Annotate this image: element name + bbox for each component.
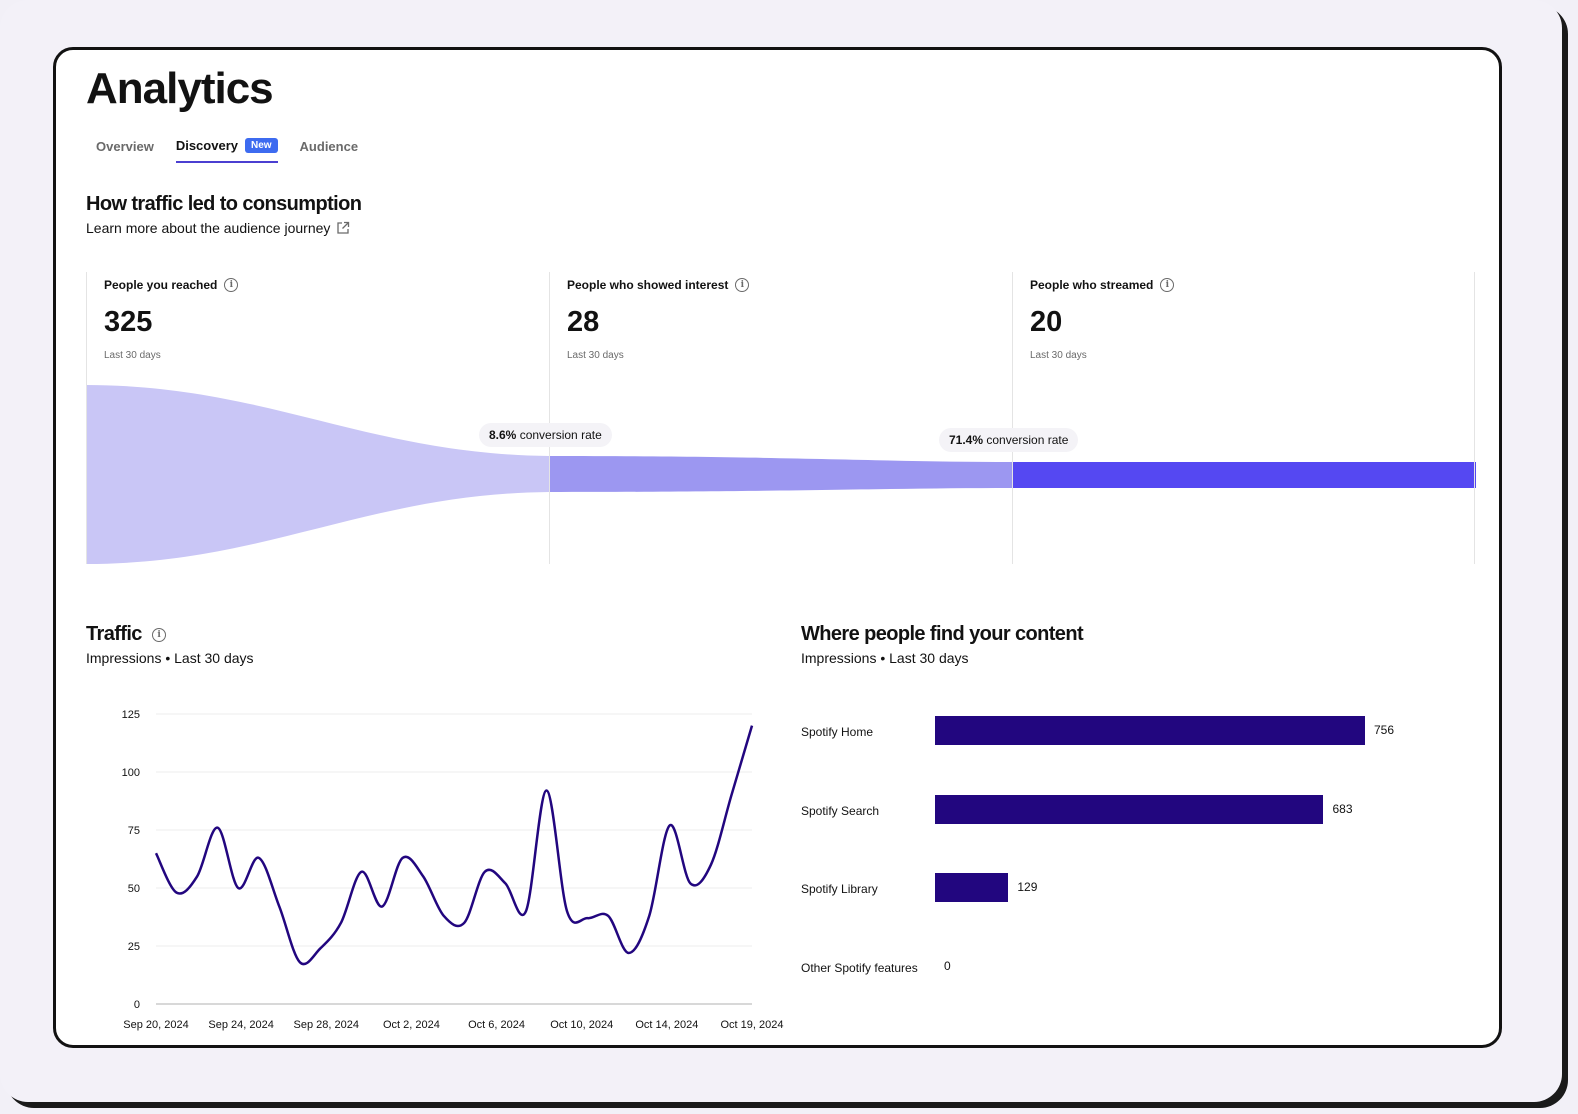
source-bar[interactable] bbox=[935, 716, 1365, 745]
x-tick-label: Sep 24, 2024 bbox=[208, 1019, 273, 1031]
x-tick-label: Oct 14, 2024 bbox=[635, 1019, 698, 1031]
y-tick-label: 125 bbox=[122, 709, 140, 721]
funnel-stage-streamed: People who streamed i 20 Last 30 days bbox=[1012, 272, 1475, 564]
bar-category-label: Other Spotify features bbox=[801, 960, 918, 975]
bar-value-label: 129 bbox=[1017, 880, 1038, 894]
info-icon[interactable]: i bbox=[224, 278, 239, 292]
conversion-rate-value: 71.4% bbox=[949, 433, 984, 447]
info-icon[interactable]: i bbox=[735, 278, 750, 292]
stage-value: 28 bbox=[567, 306, 600, 338]
tab-audience[interactable]: Audience bbox=[300, 139, 359, 162]
bar-value-label: 756 bbox=[1374, 723, 1395, 737]
sources-bar-chart: Spotify Home 756 Spotify Search 683 Spotify … bbox=[801, 710, 1481, 1010]
y-tick-label: 75 bbox=[128, 825, 140, 837]
funnel-reached-area bbox=[86, 385, 549, 564]
external-link-icon bbox=[337, 221, 350, 234]
stage-period: Last 30 days bbox=[104, 350, 161, 361]
traffic-series-line bbox=[154, 725, 754, 966]
page-title: Analytics bbox=[86, 64, 274, 113]
sources-title: Where people find your content bbox=[801, 623, 1084, 645]
traffic-subtitle: Impressions • Last 30 days bbox=[86, 650, 254, 666]
info-icon[interactable]: i bbox=[151, 627, 166, 642]
y-tick-label: 25 bbox=[128, 941, 140, 953]
tab-bar: Overview Discovery New Audience bbox=[96, 138, 358, 163]
stage-label-text: People who showed interest bbox=[567, 278, 729, 292]
stage-label-text: People you reached bbox=[104, 278, 218, 292]
bar-category-label: Spotify Search bbox=[801, 803, 880, 818]
conversion-rate-pill: 71.4% conversion rate bbox=[939, 428, 1079, 452]
funnel-graphic bbox=[86, 385, 1476, 564]
tab-discovery[interactable]: Discovery New bbox=[175, 138, 278, 163]
funnel-stage-reached: People you reached i 325 Last 30 days bbox=[86, 272, 549, 564]
audience-journey-link-text: Learn more about the audience journey bbox=[86, 220, 331, 236]
conversion-rate-value: 8.6% bbox=[489, 428, 517, 442]
y-tick-label: 0 bbox=[134, 999, 140, 1011]
y-tick-label: 100 bbox=[122, 767, 140, 779]
funnel: People you reached i 325 Last 30 days Peo… bbox=[86, 272, 1476, 564]
bar-category-label: Spotify Library bbox=[801, 882, 878, 896]
stage-label-text: People who streamed bbox=[1030, 278, 1154, 292]
stage-label: People who showed interest i bbox=[567, 278, 750, 292]
conversion-rate-suffix: conversion rate bbox=[519, 428, 602, 442]
traffic-line-chart: 0 25 50 75 100 125 Sep 20, 2024 Sep 24, 2024 Sep… bbox=[122, 709, 784, 1031]
tab-label: Discovery bbox=[175, 138, 238, 153]
bar-category-label: Spotify Home bbox=[801, 725, 874, 739]
funnel-interest-area bbox=[549, 456, 1012, 492]
y-tick-label: 50 bbox=[128, 883, 140, 895]
conversion-rate-suffix: conversion rate bbox=[986, 433, 1069, 447]
stage-label: People you reached i bbox=[104, 278, 239, 292]
bar-value-label: 0 bbox=[944, 958, 951, 973]
conversion-rate-pill: 8.6% conversion rate bbox=[479, 423, 612, 447]
x-tick-label: Sep 28, 2024 bbox=[294, 1019, 359, 1031]
stage-period: Last 30 days bbox=[567, 350, 624, 361]
source-bar[interactable] bbox=[935, 873, 1009, 902]
new-badge: New bbox=[244, 138, 278, 153]
source-bar[interactable] bbox=[935, 794, 1324, 824]
traffic-title-text: Traffic bbox=[86, 623, 142, 645]
tab-label: Overview bbox=[96, 139, 154, 154]
x-tick-label: Oct 19, 2024 bbox=[721, 1019, 784, 1031]
x-tick-label: Sep 20, 2024 bbox=[123, 1019, 188, 1031]
tab-overview[interactable]: Overview bbox=[96, 139, 154, 162]
funnel-streamed-area bbox=[1012, 462, 1476, 488]
sources-subtitle: Impressions • Last 30 days bbox=[801, 650, 969, 666]
audience-journey-link[interactable]: Learn more about the audience journey bbox=[86, 220, 350, 236]
stage-period: Last 30 days bbox=[1030, 350, 1087, 361]
stage-value: 325 bbox=[104, 306, 153, 338]
tab-label: Audience bbox=[299, 139, 359, 154]
analytics-card: Analytics Overview Discovery New Audienc… bbox=[53, 47, 1502, 1048]
consumption-title: How traffic led to consumption bbox=[86, 193, 362, 215]
bar-value-label: 683 bbox=[1332, 801, 1353, 816]
info-icon[interactable]: i bbox=[1160, 278, 1175, 292]
stage-label: People who streamed i bbox=[1030, 278, 1175, 292]
x-tick-label: Oct 2, 2024 bbox=[383, 1019, 440, 1031]
stage-value: 20 bbox=[1030, 306, 1063, 338]
funnel-stage-interest: People who showed interest i 28 Last 30 d… bbox=[549, 272, 1012, 564]
traffic-title: Traffic i bbox=[86, 623, 166, 646]
x-tick-label: Oct 10, 2024 bbox=[550, 1019, 613, 1031]
x-tick-label: Oct 6, 2024 bbox=[468, 1019, 525, 1031]
